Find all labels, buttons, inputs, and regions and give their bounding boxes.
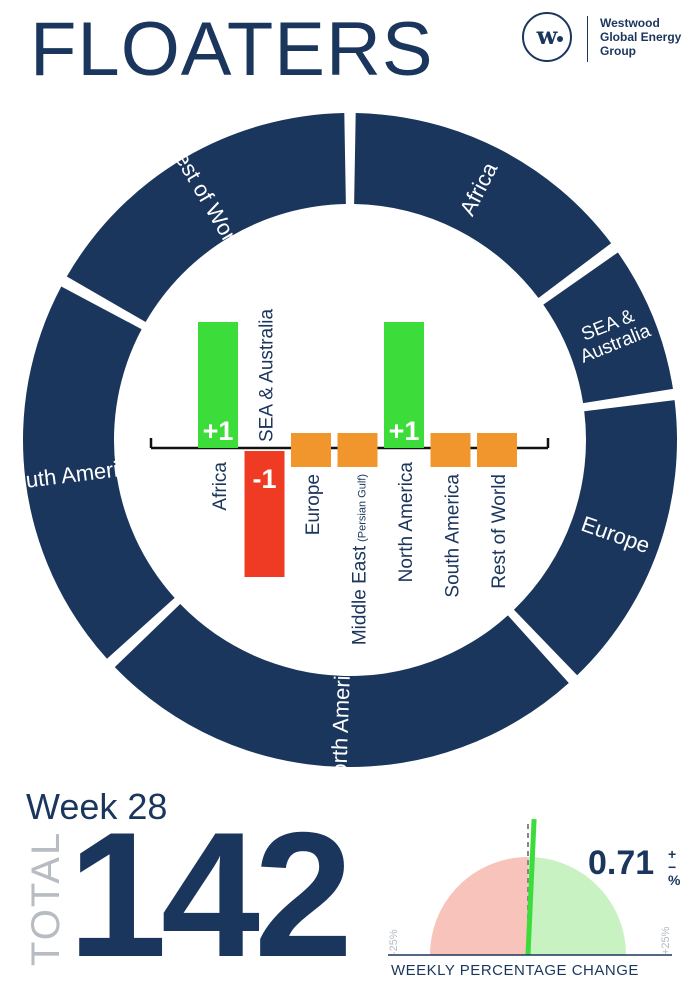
- ring-segment-label: North America: [326, 651, 356, 792]
- bar-chart: +1 Africa -1 SEA & Australia Europe Middle Ea…: [149, 308, 550, 645]
- category-label-text: North America: [396, 462, 417, 583]
- category-label: Middle East (Persian Gulf): [350, 474, 371, 645]
- bar: [291, 433, 331, 467]
- gauge-positive-half: [528, 857, 626, 955]
- gauge-sign-minus: −: [668, 859, 677, 875]
- category-label-text: Middle East: [350, 545, 371, 645]
- category-label-text: Europe: [303, 474, 324, 535]
- ring-label-line: North America: [326, 651, 356, 792]
- logo-line-3: Group: [600, 44, 636, 58]
- category-label-text: SEA & Australia: [257, 308, 278, 442]
- gauge-unit: %: [668, 872, 681, 888]
- category-label: Africa: [210, 462, 231, 511]
- category-label-text: Rest of World: [489, 474, 510, 589]
- weekly-change-gauge: [388, 819, 672, 956]
- bar: [337, 433, 378, 467]
- gauge-min-label: -25%: [388, 929, 400, 955]
- bar: [384, 322, 424, 448]
- week-label: Week 28: [26, 786, 168, 827]
- bar-data-label: +1: [389, 416, 420, 446]
- category-label: Europe: [303, 474, 324, 535]
- logo-line-1: Westwood: [600, 16, 660, 30]
- gauge-sign: + − %: [668, 846, 681, 888]
- logo-line-2: Global Energy: [600, 30, 682, 44]
- gauge-needle: [525, 819, 537, 956]
- category-label-note: (Persian Gulf): [357, 474, 369, 542]
- ring-segment: [114, 603, 569, 767]
- logo-divider: [587, 16, 588, 62]
- total-label: TOTAL: [24, 830, 68, 966]
- category-label: South America: [443, 474, 464, 598]
- ring-segment: [22, 286, 175, 659]
- bar: [198, 322, 238, 448]
- logo-dot: [557, 36, 563, 42]
- category-label: North America: [396, 462, 417, 583]
- logo-mark: w: [536, 21, 558, 50]
- category-label: SEA & Australia: [257, 308, 278, 442]
- gauge-caption: WEEKLY PERCENTAGE CHANGE: [391, 962, 639, 979]
- bar-data-label: +1: [203, 416, 234, 446]
- westwood-logo-icon: [522, 12, 572, 62]
- ring-segment: [543, 252, 673, 404]
- logo-text: Westwood Global Energy Group: [600, 16, 681, 58]
- bar: [477, 433, 517, 467]
- gauge-value: 0.71: [588, 844, 655, 882]
- bar: [430, 433, 471, 467]
- page-title: FLOATERS: [30, 7, 434, 92]
- bar-data-label: -1: [252, 464, 276, 494]
- category-label: Rest of World: [489, 474, 510, 589]
- gauge-sign-plus: +: [668, 846, 677, 862]
- category-label-text: South America: [443, 474, 464, 598]
- bar: [244, 451, 285, 577]
- gauge-negative-half: [430, 857, 528, 955]
- ring-segment: [354, 113, 612, 298]
- total-value: 142: [68, 795, 353, 994]
- ring-segment: [66, 113, 346, 322]
- gauge-max-label: +25%: [660, 926, 672, 955]
- westwood-logo: w Westwood Global Energy Group: [522, 12, 692, 68]
- ring-segment: [513, 400, 677, 676]
- category-label-text: Africa: [210, 462, 231, 511]
